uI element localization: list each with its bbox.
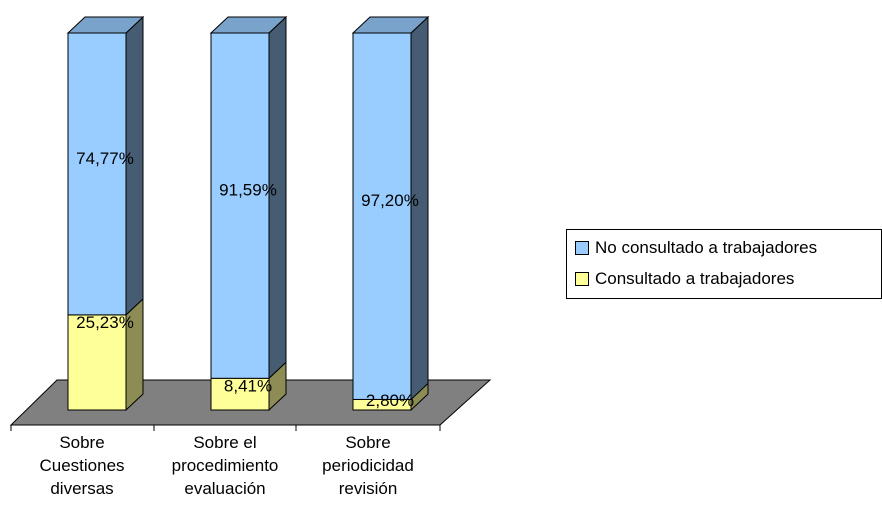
no-consultado-a-trabajadores-bar-2-front [352, 32, 412, 400]
category-axis [10, 424, 441, 431]
legend-swatch-no-consultado [575, 241, 589, 255]
no-consultado-a-trabajadores-bar-0-top [66, 16, 145, 34]
category-label-0-line-0: Sobre [59, 433, 104, 452]
no-consultado-a-trabajadores-bar-1-front [210, 32, 270, 379]
data-labels: 25,23% 74,77% 8,41% 91,59% 2,80% 97,20% [76, 149, 419, 410]
category-label-1-line-1: procedimiento [172, 456, 279, 475]
data-label-consultado-a-trabajadores-bar-1: 8,41% [224, 376, 272, 395]
data-label-no-consultado-a-trabajadores-bar-1: 91,59% [219, 181, 277, 200]
data-label-consultado-a-trabajadores-bar-0: 25,23% [76, 313, 134, 332]
no-consultado-a-trabajadores-bar-0-front [67, 32, 127, 316]
category-label-2-line-1: periodicidad [322, 456, 414, 475]
legend-swatch-consultado [575, 272, 589, 286]
category-label-2-line-0: Sobre [345, 433, 390, 452]
data-label-no-consultado-a-trabajadores-bar-0: 74,77% [76, 149, 134, 168]
legend-item-no-consultado: No consultado a trabajadores [575, 237, 817, 259]
legend: No consultado a trabajadores Consultado … [566, 229, 882, 299]
category-labels: Sobre Cuestiones diversas Sobre el procedimi… [39, 433, 413, 498]
data-label-no-consultado-a-trabajadores-bar-2: 97,20% [361, 191, 419, 210]
legend-item-consultado: Consultado a trabajadores [575, 268, 794, 290]
category-label-0-line-1: Cuestiones [39, 456, 124, 475]
consultado-a-trabajadores-bar-1-front [210, 377, 270, 411]
category-label-2-line-2: revisión [339, 479, 398, 498]
category-label-1-line-0: Sobre el [193, 433, 256, 452]
category-label-1-line-2: evaluación [184, 479, 265, 498]
category-label-0-line-2: diversas [50, 479, 113, 498]
data-label-consultado-a-trabajadores-bar-2: 2,80% [366, 391, 414, 410]
bars [66, 15, 430, 412]
no-consultado-a-trabajadores-bar-2-top [351, 16, 430, 34]
legend-label-no-consultado: No consultado a trabajadores [595, 238, 818, 257]
no-consultado-a-trabajadores-bar-1-top [209, 16, 288, 34]
legend-label-consultado: Consultado a trabajadores [595, 269, 795, 288]
